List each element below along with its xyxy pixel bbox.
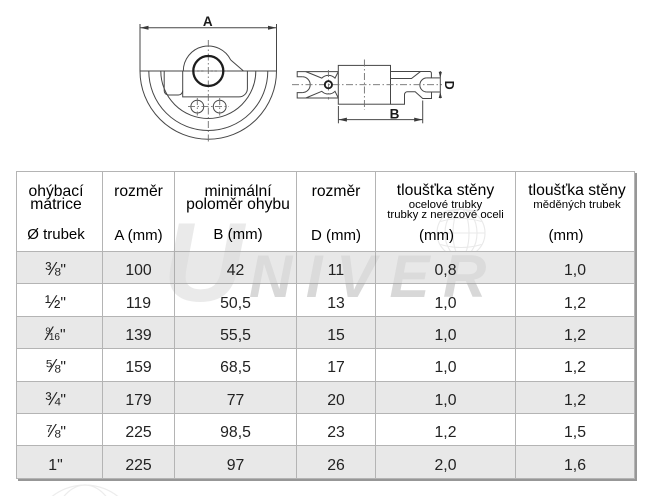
svg-text:B: B xyxy=(390,107,400,122)
svg-text:D: D xyxy=(442,81,456,90)
svg-text:A: A xyxy=(203,14,213,29)
